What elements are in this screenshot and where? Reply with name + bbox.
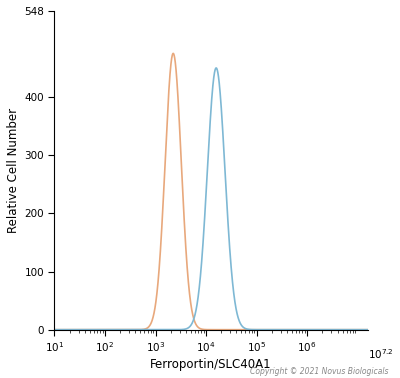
Y-axis label: Relative Cell Number: Relative Cell Number [7, 108, 20, 233]
Text: $10^{7.2}$: $10^{7.2}$ [368, 347, 393, 361]
Text: Copyright © 2021 Novus Biologicals: Copyright © 2021 Novus Biologicals [250, 367, 388, 376]
X-axis label: Ferroportin/SLC40A1: Ferroportin/SLC40A1 [150, 358, 272, 371]
